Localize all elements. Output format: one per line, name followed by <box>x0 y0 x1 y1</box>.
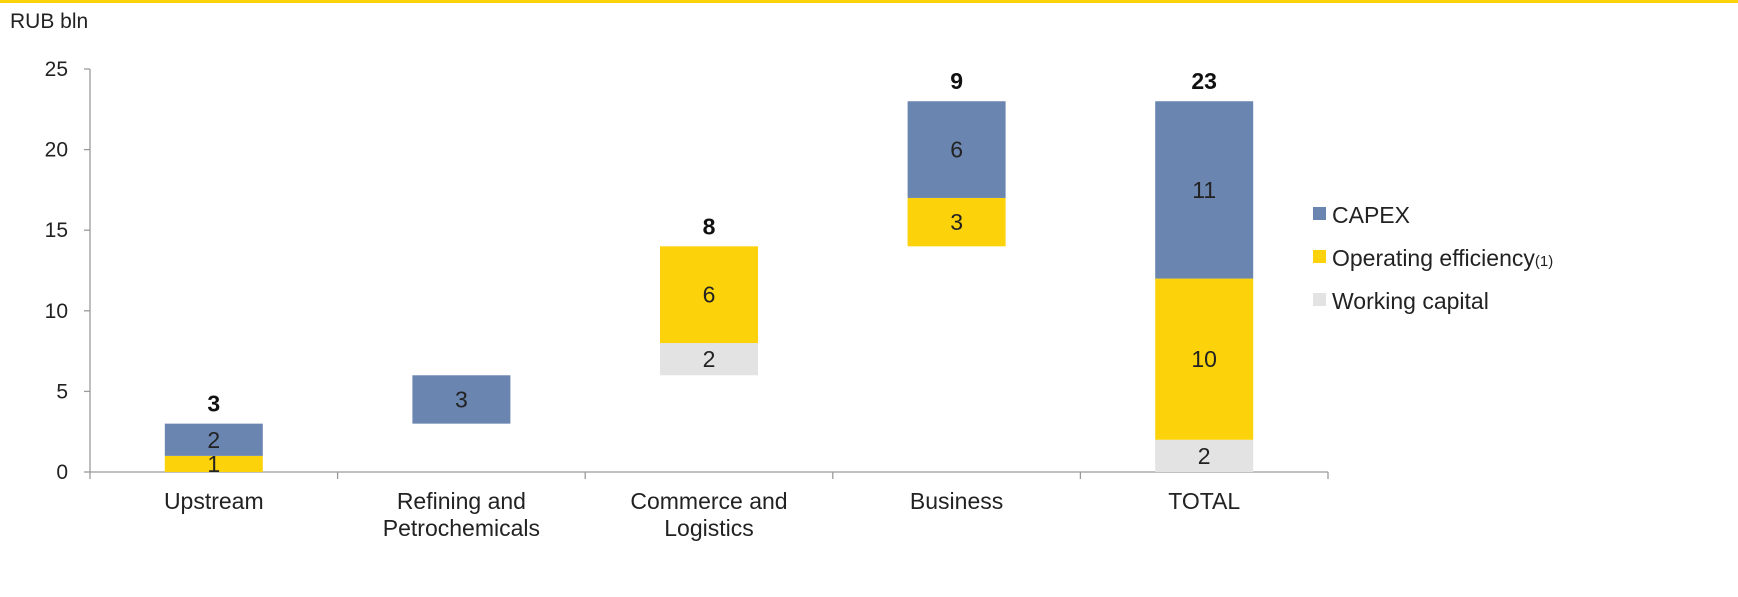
category-label: TOTAL <box>1168 488 1240 514</box>
y-tick-label: 5 <box>56 380 68 403</box>
y-tick-label: 25 <box>45 58 68 81</box>
bar-segment-working-capital <box>1155 439 1254 472</box>
legend-label: CAPEX <box>1332 202 1410 228</box>
segment-value-label: 11 <box>1192 177 1216 203</box>
bar-segment-operating-efficiency <box>907 197 1006 247</box>
legend-label: Working capital <box>1332 288 1489 314</box>
legend-swatch-working-capital <box>1313 293 1326 306</box>
legend: CAPEX Operating efficiency(1) Working capi… <box>1313 202 1553 314</box>
legend-label: Operating efficiency(1) <box>1332 245 1553 271</box>
segment-value-label: 2 <box>703 346 716 372</box>
segment-value-label: 6 <box>703 282 716 308</box>
bar-segment-operating-efficiency <box>164 455 263 472</box>
category-label: Upstream <box>164 488 264 514</box>
segment-value-label: 3 <box>455 386 468 412</box>
segment-value-label: 10 <box>1191 346 1217 372</box>
top-accent-rule <box>0 0 1738 3</box>
segment-value-label: 2 <box>1198 443 1211 469</box>
bar-segment-operating-efficiency <box>660 246 758 344</box>
bar-segment-capex <box>412 375 511 424</box>
y-tick-label: 0 <box>56 461 68 484</box>
legend-swatch-capex <box>1313 207 1326 220</box>
axes: 0 5 10 15 20 25 Upstream Refining and Petrochemi… <box>45 58 1329 541</box>
segment-value-label: 3 <box>950 209 963 235</box>
total-value-label: 3 <box>207 391 220 417</box>
y-tick-label: 20 <box>45 139 68 162</box>
bar-segment-capex <box>1155 101 1254 279</box>
segment-value-label: 6 <box>950 137 963 163</box>
legend-swatch-operating-efficiency <box>1313 250 1326 263</box>
bar-segment-working-capital <box>660 343 758 376</box>
unit-label: RUB bln <box>10 10 88 33</box>
y-tick-label: 10 <box>45 300 68 323</box>
total-value-label: 8 <box>703 213 716 239</box>
bar-segment-capex <box>164 423 263 456</box>
segment-value-label: 1 <box>207 451 220 477</box>
category-label: Refining and Petrochemicals <box>383 488 540 541</box>
bar-segment-operating-efficiency <box>1155 278 1254 440</box>
category-label: Commerce and Logistics <box>630 488 787 541</box>
bar-segment-capex <box>907 101 1006 198</box>
total-value-label: 9 <box>950 68 963 94</box>
total-value-label: 23 <box>1191 68 1217 94</box>
category-label: Business <box>910 488 1003 514</box>
bars <box>164 101 1254 472</box>
y-tick-label: 15 <box>45 219 68 242</box>
segment-value-label: 2 <box>207 427 220 453</box>
